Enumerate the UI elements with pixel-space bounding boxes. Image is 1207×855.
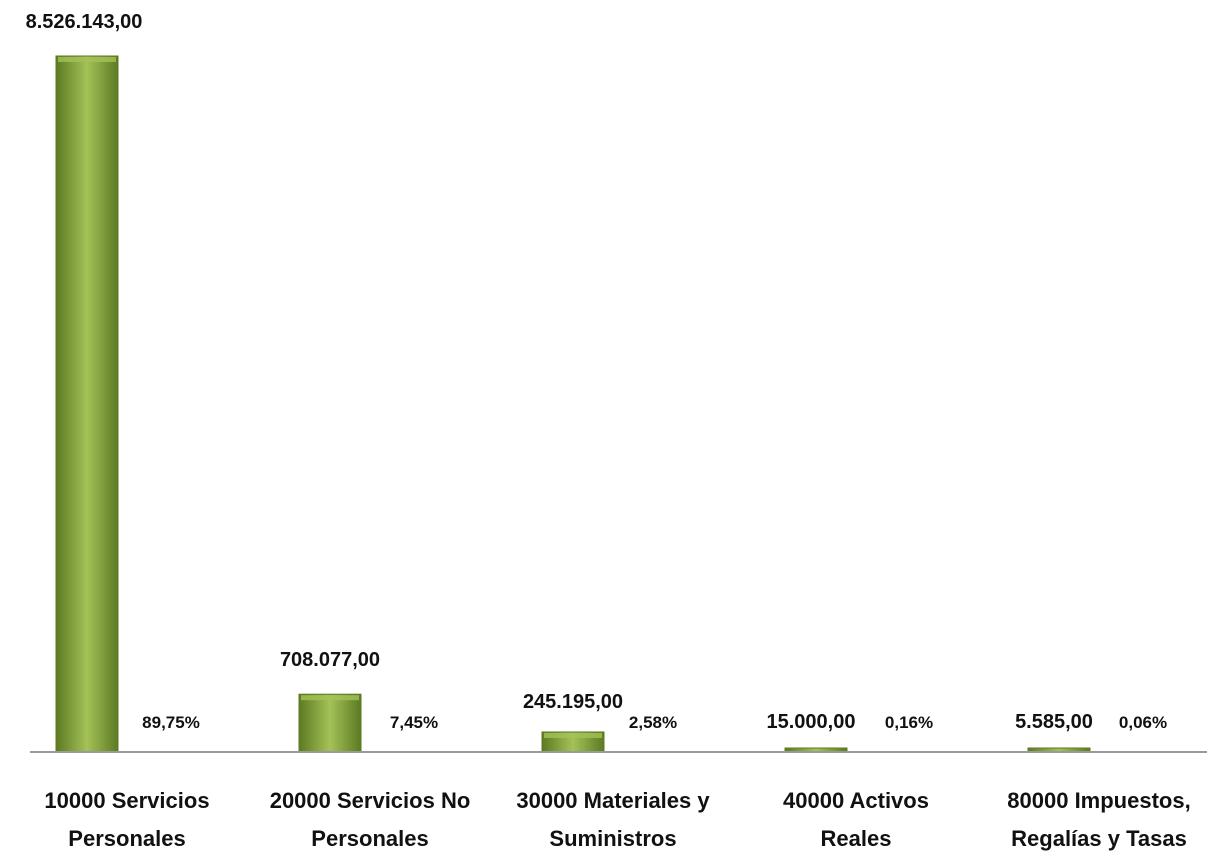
- category-label: Suministros: [549, 826, 676, 851]
- value-label: 708.077,00: [280, 649, 380, 671]
- bar-highlight: [544, 732, 602, 738]
- category-label: Personales: [68, 826, 185, 851]
- value-label: 15.000,00: [767, 711, 856, 733]
- category-label: 40000 Activos: [783, 788, 929, 813]
- category-label: Reales: [821, 826, 892, 851]
- bar: [298, 693, 362, 753]
- category-label: Personales: [311, 826, 428, 851]
- category-label: 20000 Servicios No: [270, 788, 471, 813]
- category-label: Regalías y Tasas: [1011, 826, 1187, 851]
- category-label: 10000 Servicios: [44, 788, 209, 813]
- percent-label: 7,45%: [390, 713, 438, 732]
- labels-group: 8.526.143,00 89,75% 10000 Servicios Persona…: [26, 11, 1191, 851]
- percent-label: 2,58%: [629, 713, 677, 732]
- value-label: 245.195,00: [523, 691, 623, 713]
- bars-group: [55, 55, 1091, 753]
- bar-highlight: [301, 695, 359, 701]
- value-label: 8.526.143,00: [26, 11, 143, 33]
- percent-label: 89,75%: [142, 713, 200, 732]
- value-label: 5.585,00: [1015, 711, 1093, 733]
- category-label: 30000 Materiales y: [516, 788, 710, 813]
- percent-label: 0,06%: [1119, 713, 1167, 732]
- percent-label: 0,16%: [885, 713, 933, 732]
- bar: [55, 55, 119, 753]
- category-label: 80000 Impuestos,: [1007, 788, 1190, 813]
- bar-highlight: [58, 57, 116, 62]
